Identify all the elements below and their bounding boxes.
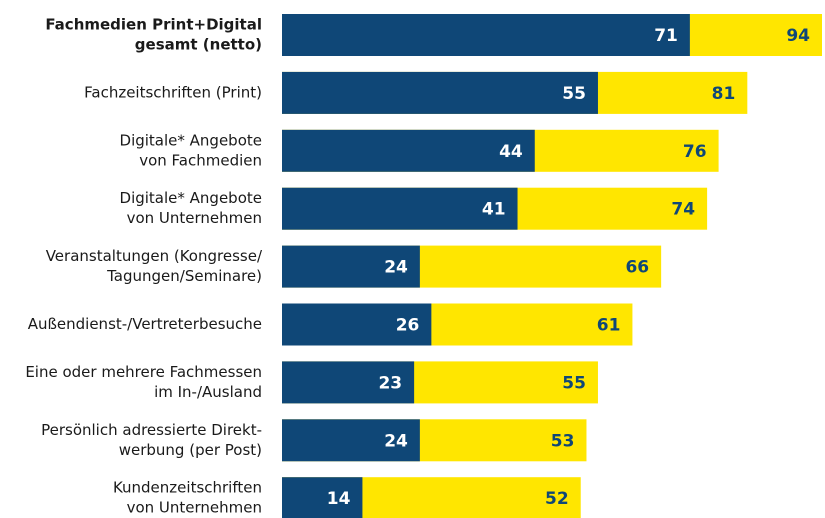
bar [282,419,420,462]
value-label: 76 [683,142,707,162]
value-label: 41 [482,200,506,220]
bar [282,245,420,288]
bar [282,303,432,346]
category-label: Veranstaltungen (Kongresse/ [46,247,263,265]
category-label: Außendienst-/Vertreterbesuche [28,315,262,333]
category-label: Eine oder mehrere Fachmessen [25,363,262,381]
category-label: Persönlich adressierte Direkt- [41,421,262,439]
category-label: Tagungen/Seminare) [106,267,262,285]
category-label: Digitale* Angebote [120,131,262,149]
category-label: Fachmedien Print+Digital [45,16,262,34]
category-label: Digitale* Angebote [120,189,262,207]
value-label: 61 [597,316,621,336]
value-label: 74 [671,200,695,220]
value-label: 14 [327,489,351,509]
value-label: 55 [562,84,586,104]
category-label: von Fachmedien [139,151,262,169]
value-label: 66 [625,258,649,278]
bar [282,477,363,518]
value-label: 44 [499,142,523,162]
category-label: Kundenzeitschriften [113,479,262,497]
value-label: 52 [545,489,569,509]
category-label: werbung (per Post) [119,441,262,459]
value-label: 94 [786,26,810,46]
value-label: 81 [712,84,736,104]
bar [282,129,535,172]
category-label: von Unternehmen [127,499,262,517]
category-label: von Unternehmen [127,209,262,227]
bar [282,187,518,230]
value-label: 24 [384,431,408,451]
value-label: 26 [396,316,420,336]
value-label: 53 [551,431,575,451]
value-label: 55 [562,373,586,393]
bar [282,361,415,404]
category-label: gesamt (netto) [135,36,262,54]
value-label: 71 [654,26,678,46]
bar [282,71,598,114]
value-label: 23 [378,373,402,393]
category-label: im In-/Ausland [154,383,262,401]
value-label: 24 [384,258,408,278]
bar [282,14,690,56]
category-label: Fachzeitschriften (Print) [84,83,262,101]
